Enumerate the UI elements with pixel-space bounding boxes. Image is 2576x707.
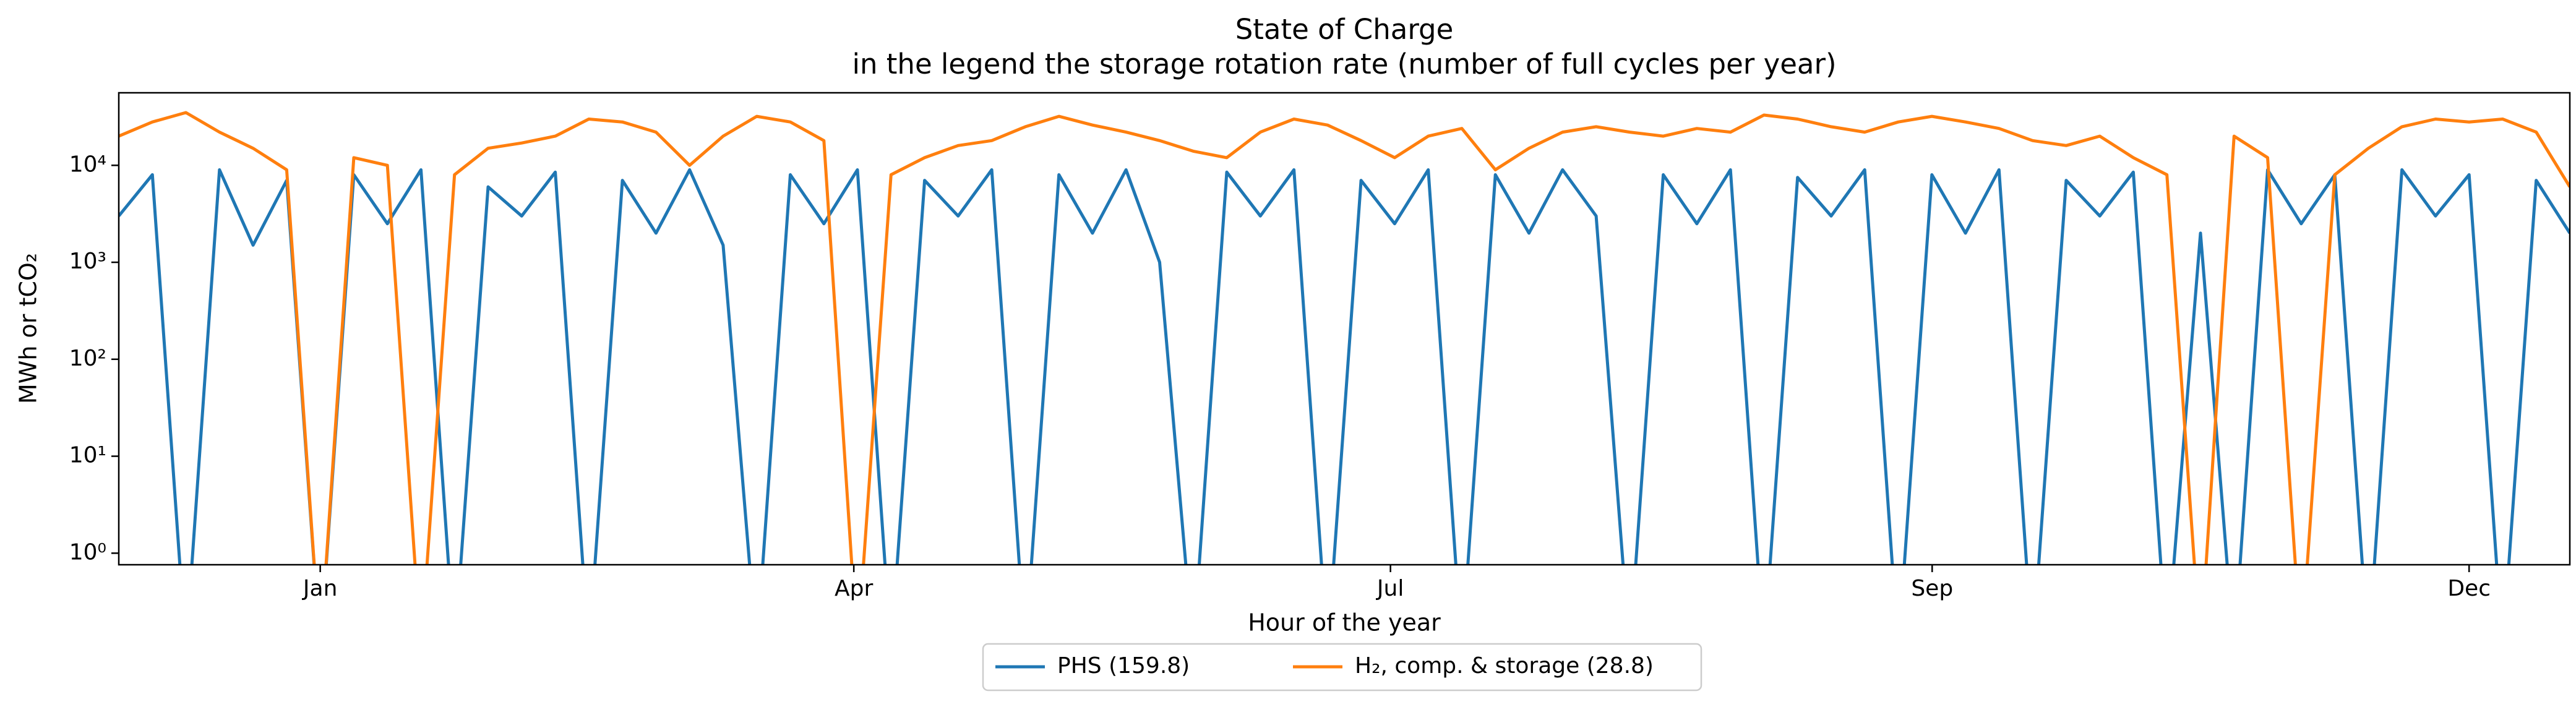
chart-title: State of Charge xyxy=(1235,13,1454,46)
y-tick-label: 10⁴ xyxy=(69,152,106,177)
y-tick-label: 10¹ xyxy=(69,443,106,468)
y-tick-label: 10³ xyxy=(69,249,106,274)
x-tick-label: Jul xyxy=(1376,576,1404,601)
series-line xyxy=(119,168,2570,565)
y-tick-label: 10² xyxy=(69,346,106,371)
x-axis-label: Hour of the year xyxy=(1248,609,1441,636)
y-tick-label: 10⁰ xyxy=(69,539,106,565)
x-tick-label: Dec xyxy=(2447,576,2491,601)
plot-area xyxy=(119,111,2570,565)
x-tick-label: Jan xyxy=(302,576,338,601)
x-tick-label: Sep xyxy=(1911,576,1953,601)
series-line xyxy=(119,111,2570,565)
x-tick-label: Apr xyxy=(835,576,873,601)
y-axis-label: MWh or tCO₂ xyxy=(15,253,42,404)
legend-label: PHS (159.8) xyxy=(1057,653,1190,679)
chart-subtitle: in the legend the storage rotation rate … xyxy=(852,48,1836,80)
legend-label: H₂, comp. & storage (28.8) xyxy=(1355,653,1654,679)
plot-frame xyxy=(118,92,2571,566)
